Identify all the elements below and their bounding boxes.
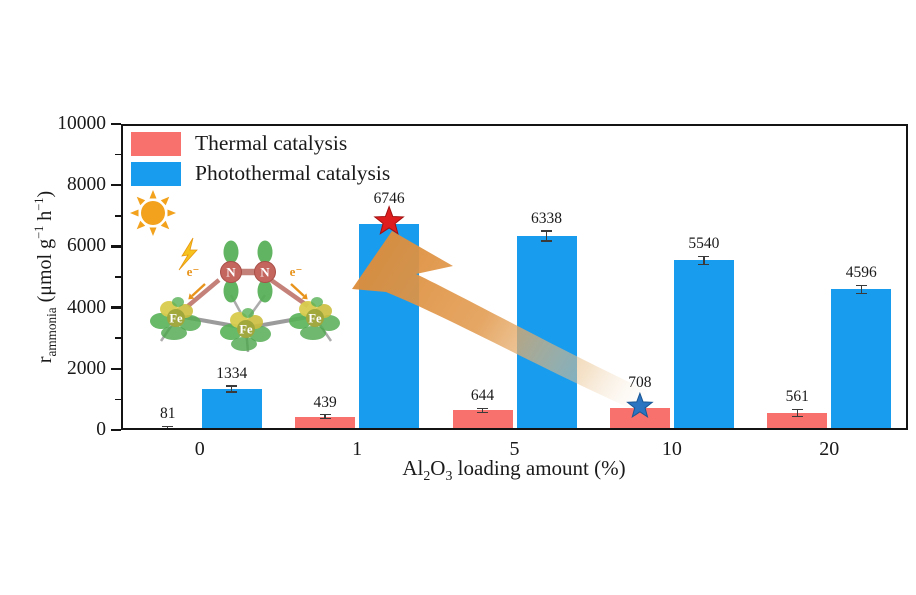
error-cap-bottom-1-0 [226, 391, 238, 393]
value-label-644: 644 [470, 387, 495, 405]
bar-thermal-10 [609, 408, 670, 430]
value-label-4596: 4596 [845, 264, 877, 282]
error-bar-1-3 [703, 256, 705, 265]
y-major-tick-4000 [111, 306, 121, 309]
bar-thermal-20 [767, 412, 828, 430]
y-tick-label-2000: 2000 [67, 357, 106, 379]
bar-thermal-5 [452, 410, 513, 430]
error-cap-bottom-0-1 [319, 417, 331, 420]
y-tick-label-6000: 6000 [67, 235, 106, 257]
y-major-tick-2000 [111, 367, 121, 371]
y-minor-tick-9000 [115, 153, 121, 156]
legend-swatch-thermal [131, 131, 181, 156]
value-label-81: 81 [159, 405, 176, 423]
value-label-708: 708 [628, 374, 652, 392]
value-label-6746: 6746 [373, 189, 405, 207]
error-cap-top-0-3 [634, 405, 646, 408]
error-cap-top-0-4 [791, 408, 803, 411]
error-cap-top-1-3 [698, 255, 710, 258]
bar-photothermal-0 [201, 389, 262, 430]
y-tick-label-4000: 4000 [67, 296, 106, 318]
y-tick-label-10000: 10000 [57, 113, 106, 134]
error-cap-bottom-1-2 [541, 240, 552, 242]
y-tick-label-0: 0 [96, 419, 106, 440]
y-major-tick-0 [111, 428, 121, 432]
y-major-tick-6000 [111, 245, 121, 248]
x-axis-title: Al2O3 loading amount (%) [402, 456, 626, 484]
legend-item-photothermal: Photothermal catalysis [131, 161, 390, 186]
legend-label-thermal: Thermal catalysis [195, 131, 348, 155]
error-bar-1-4 [860, 285, 863, 294]
error-cap-top-0-2 [477, 407, 488, 410]
x-tick-label-0: 0 [194, 438, 205, 460]
x-tick-label-20: 20 [819, 438, 840, 460]
x-tick-label-10: 10 [661, 438, 682, 460]
error-cap-bottom-1-1 [383, 225, 395, 228]
bar-photothermal-20 [831, 289, 892, 430]
error-cap-top-1-0 [226, 385, 238, 387]
value-label-5540: 5540 [688, 235, 720, 253]
error-bar-0-4 [796, 409, 799, 417]
x-tick-label-5: 5 [509, 438, 520, 460]
error-cap-top-1-2 [541, 230, 552, 232]
y-minor-tick-3000 [115, 337, 121, 340]
bar-thermal-1 [295, 416, 356, 430]
error-cap-bottom-0-4 [791, 415, 803, 418]
error-cap-bottom-1-3 [698, 263, 710, 266]
y-minor-tick-5000 [115, 276, 121, 278]
legend: Thermal catalysis Photothermal catalysis [131, 131, 390, 186]
value-label-439: 439 [313, 393, 337, 411]
error-cap-top-1-1 [383, 219, 395, 222]
error-bar-1-0 [230, 386, 233, 393]
x-tick-label-1: 1 [352, 438, 363, 460]
y-tick-label-8000: 8000 [67, 174, 106, 196]
error-cap-top-0-1 [319, 413, 331, 416]
bar-photothermal-1 [359, 223, 420, 430]
error-cap-bottom-0-3 [634, 409, 646, 411]
error-bar-0-0 [166, 426, 169, 429]
y-major-tick-10000 [111, 122, 121, 126]
error-cap-top-0-0 [162, 425, 174, 428]
value-label-1334: 1334 [216, 365, 248, 383]
error-cap-top-1-4 [855, 284, 867, 287]
legend-label-photothermal: Photothermal catalysis [195, 161, 391, 185]
value-label-561: 561 [785, 388, 809, 406]
y-minor-tick-7000 [115, 214, 121, 217]
legend-item-thermal: Thermal catalysis [131, 131, 390, 156]
y-minor-tick-1000 [115, 398, 121, 401]
error-bar-0-1 [324, 414, 326, 419]
y-major-tick-8000 [111, 183, 121, 187]
error-cap-bottom-1-4 [855, 292, 867, 295]
bar-photothermal-10 [673, 260, 734, 430]
value-label-6338: 6338 [531, 210, 562, 228]
error-cap-bottom-0-0 [162, 427, 174, 430]
bar-photothermal-5 [516, 236, 577, 430]
y-axis-label: rammonia (μmol g−1 h−1) [32, 190, 59, 364]
legend-swatch-photothermal [131, 161, 181, 186]
error-cap-bottom-0-2 [477, 411, 488, 414]
